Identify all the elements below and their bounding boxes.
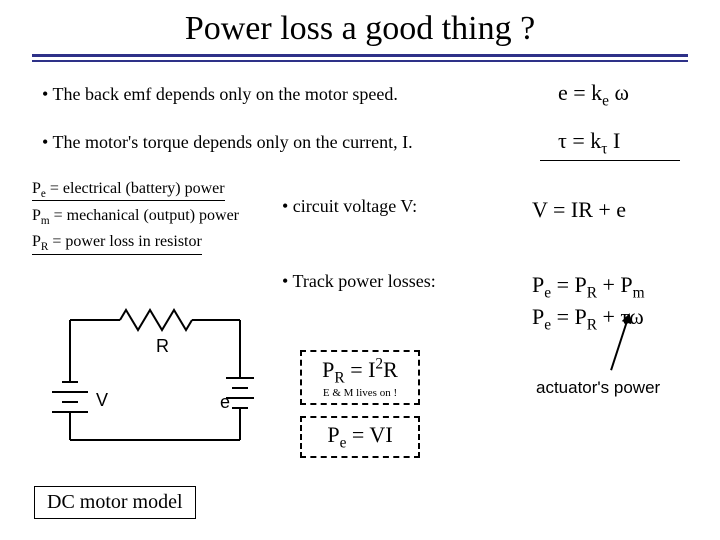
label-R: R (156, 336, 169, 357)
bullet-row: • The motor's torque depends only on the… (42, 128, 678, 158)
sublabel-em: E & M lives on ! (312, 387, 408, 399)
mid-bullet: • circuit voltage V: (282, 196, 436, 217)
def-pe: Pe = electrical (battery) power (32, 180, 239, 201)
def-pr: PR = power loss in resistor (32, 233, 239, 254)
top-bullets: • The back emf depends only on the motor… (42, 80, 678, 159)
eq-pr: PR = I2R (322, 357, 398, 382)
label-V: V (96, 390, 108, 411)
bullet-text: • The motor's torque depends only on the… (42, 132, 413, 153)
bullet-row: • The back emf depends only on the motor… (42, 80, 678, 110)
label-e: e (220, 392, 230, 413)
circuit-diagram: R V e (40, 300, 260, 460)
circuit-svg (40, 300, 260, 460)
page-title: Power loss a good thing ? (0, 0, 720, 54)
equation-emf: e = ke ω (558, 80, 678, 110)
mid-bullet: • Track power losses: (282, 271, 436, 292)
equation-torque: τ = kτ I (558, 128, 678, 158)
eq-pe: Pe = VI (327, 422, 392, 447)
mid-bullets: • circuit voltage V: • Track power losse… (282, 196, 436, 346)
eq-power1: Pe = PR + Pm (532, 271, 645, 303)
dc-motor-caption: DC motor model (34, 486, 196, 519)
title-rule (32, 54, 688, 62)
dashed-box-pr: PR = I2R E & M lives on ! (300, 350, 420, 405)
def-pm: Pm = mechanical (output) power (32, 207, 239, 227)
equation-divider (540, 158, 680, 161)
bullet-text: • The back emf depends only on the motor… (42, 84, 398, 105)
dashed-box-pe: Pe = VI (300, 416, 420, 458)
power-definitions: Pe = electrical (battery) power Pm = mec… (32, 180, 239, 261)
actuator-label: actuator's power (536, 378, 660, 398)
eq-voltage: V = IR + e (532, 196, 645, 225)
